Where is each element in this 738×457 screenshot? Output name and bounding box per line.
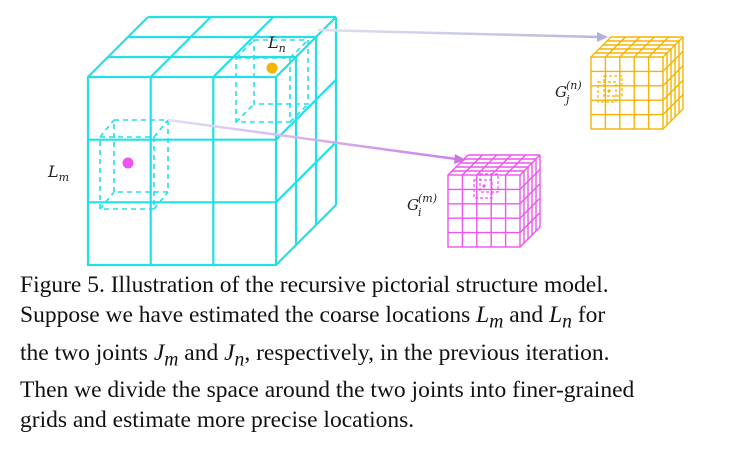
label-Gi-main: G	[407, 196, 419, 214]
caption-math-Ln-sub: n	[562, 311, 572, 333]
caption-line-4: Then we divide the space around the two …	[20, 377, 635, 404]
joint-n-fine-dot	[607, 89, 611, 93]
label-Lm-main: L	[47, 162, 59, 181]
caption-line-5: grids and estimate more precise location…	[20, 407, 415, 434]
label-Gj-main: G	[555, 83, 567, 101]
caption-line-2-text-c: for	[577, 302, 606, 328]
caption-line-3-text-a: the two joints	[20, 339, 148, 366]
caption-math-Ln-main: L	[549, 302, 563, 328]
caption-math-Lm-main: L	[476, 302, 490, 328]
caption-math-Jn-main: J	[224, 339, 235, 366]
label-Gi: G	[407, 196, 419, 214]
label-Gi-sup-text: (m)	[418, 192, 437, 205]
joint-m-dot	[122, 157, 134, 169]
label-Gj: G	[555, 83, 567, 101]
caption-math-Jn: Jn	[224, 339, 244, 371]
caption-line-2-text-a: Suppose we have estimated the coarse loc…	[20, 302, 471, 328]
arrow-to-fine-grid-m	[167, 118, 466, 164]
label-Lm-sub: m	[59, 171, 69, 184]
caption-math-Jm-sub: m	[164, 349, 179, 371]
figure-caption: Figure 5. Illustration of the recursive …	[20, 270, 726, 435]
figure-illustration: Lm Ln G (m) i G (n) j	[47, 15, 684, 267]
label-Gi-sub: i	[418, 206, 422, 219]
label-Gj-sup: (n)	[566, 79, 582, 92]
joint-m-fine-dot	[482, 184, 486, 188]
caption-line-3: the two joints Jm and Jn, respectively, …	[20, 338, 726, 376]
dashed-subcube-n	[235, 39, 309, 123]
arrow-to-fine-grid-n	[317, 28, 608, 42]
caption-line-2: Suppose we have estimated the coarse loc…	[20, 300, 726, 338]
fine-grid-n-dashed-cell	[597, 75, 623, 103]
caption-math-Jm-main: J	[153, 339, 165, 366]
caption-math-Ln: Ln	[549, 302, 572, 333]
label-Ln: Ln	[267, 33, 286, 55]
label-Gi-sup: (m)	[418, 192, 437, 205]
label-Gi-sub-text: i	[418, 206, 422, 219]
label-Gj-sup-text: (n)	[566, 79, 582, 92]
dashed-subcube-m	[99, 119, 169, 210]
label-Gj-sub: j	[563, 93, 570, 106]
caption-line-3-text-b: and	[184, 339, 219, 366]
caption-math-Lm: Lm	[476, 302, 503, 333]
fine-grid-cube-n	[590, 36, 684, 130]
coarse-grid-cube	[86, 15, 338, 267]
arrow-to-fine-grid-m-lower	[166, 159, 456, 192]
caption-line-3-text-c: , respectively, in the previous iteratio…	[244, 339, 610, 366]
label-Lm: Lm	[47, 162, 69, 184]
joint-n-dot	[266, 62, 278, 74]
caption-math-Jm: Jm	[153, 339, 179, 371]
caption-line-1: Figure 5. Illustration of the recursive …	[20, 272, 609, 298]
label-Ln-sub: n	[279, 42, 286, 55]
fine-grid-m-dashed-cell	[473, 173, 499, 199]
caption-math-Jn-sub: n	[234, 349, 245, 371]
fine-grid-cube-m	[447, 154, 541, 248]
caption-math-Lm-sub: m	[489, 311, 504, 333]
label-Gj-sub-text: j	[563, 93, 570, 106]
label-Ln-main: L	[267, 33, 279, 52]
caption-line-2-text-b: and	[509, 302, 544, 328]
